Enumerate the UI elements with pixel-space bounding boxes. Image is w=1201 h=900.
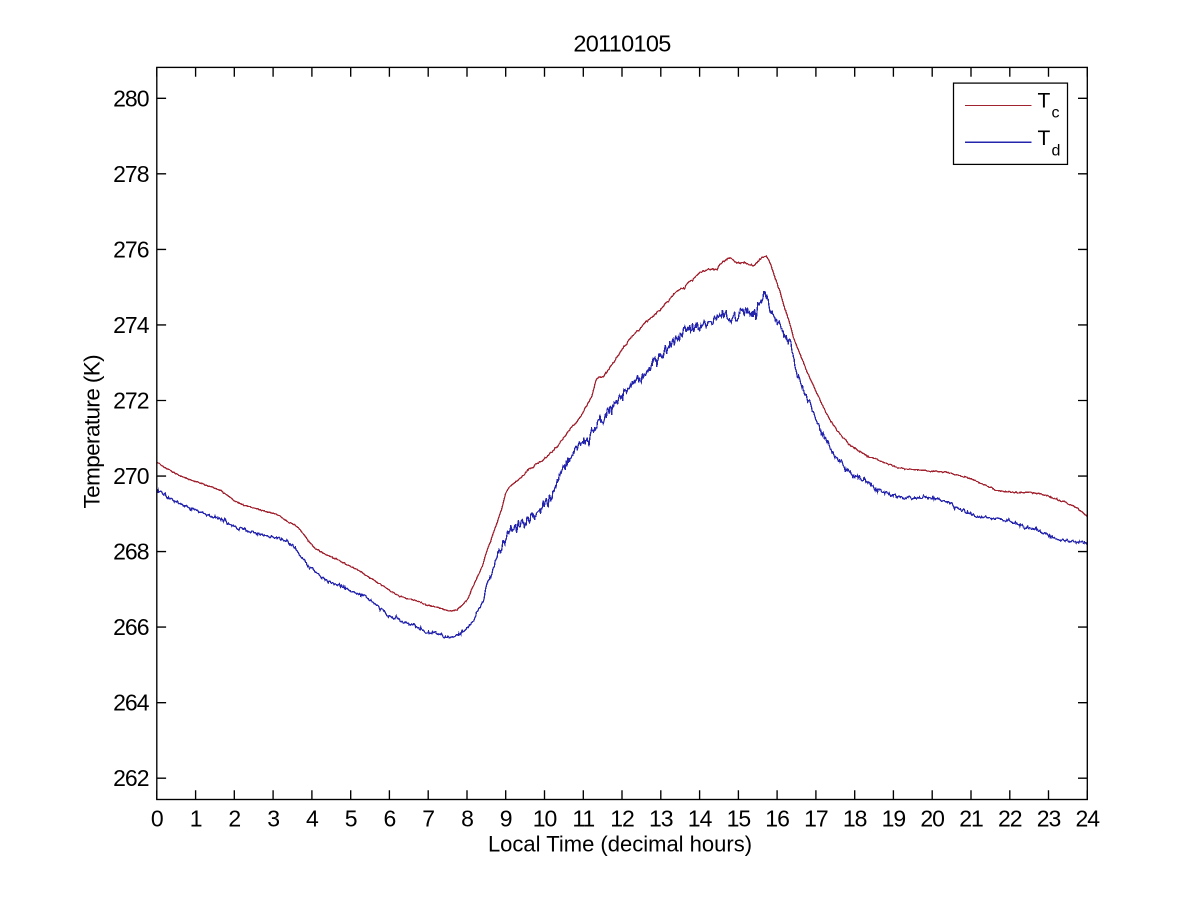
svg-text:3: 3 [267,806,279,832]
svg-text:0: 0 [151,806,163,832]
svg-text:c: c [1052,105,1060,122]
svg-text:22: 22 [998,806,1022,832]
svg-text:16: 16 [765,806,789,832]
svg-text:20110105: 20110105 [573,31,671,57]
svg-text:278: 278 [113,161,149,187]
svg-text:264: 264 [113,690,150,716]
svg-text:272: 272 [113,388,149,414]
svg-text:23: 23 [1037,806,1061,832]
svg-text:4: 4 [306,806,319,832]
svg-text:11: 11 [572,806,594,832]
svg-text:Temperature (K): Temperature (K) [80,355,105,509]
svg-text:Local Time (decimal hours): Local Time (decimal hours) [488,832,752,857]
svg-text:19: 19 [882,806,906,832]
svg-text:10: 10 [533,806,557,832]
svg-text:21: 21 [959,806,983,832]
svg-text:1: 1 [190,806,202,832]
svg-text:18: 18 [843,806,867,832]
svg-text:d: d [1052,143,1061,160]
svg-text:T: T [1038,90,1051,113]
svg-text:14: 14 [688,806,713,832]
svg-text:2: 2 [228,806,240,832]
svg-text:12: 12 [610,806,634,832]
svg-text:15: 15 [727,806,751,832]
svg-text:5: 5 [345,806,357,832]
svg-text:274: 274 [113,312,150,338]
svg-text:280: 280 [113,85,149,111]
svg-text:17: 17 [804,806,828,832]
svg-text:262: 262 [113,765,149,791]
svg-text:24: 24 [1076,806,1101,832]
svg-text:7: 7 [422,806,434,832]
svg-text:268: 268 [113,539,149,565]
svg-text:T: T [1038,127,1051,150]
svg-text:270: 270 [113,463,149,489]
svg-text:9: 9 [500,806,512,832]
svg-text:266: 266 [113,614,149,640]
svg-text:8: 8 [461,806,473,832]
svg-text:276: 276 [113,236,149,262]
svg-text:20: 20 [920,806,944,832]
svg-text:6: 6 [384,806,396,832]
svg-text:13: 13 [649,806,673,832]
